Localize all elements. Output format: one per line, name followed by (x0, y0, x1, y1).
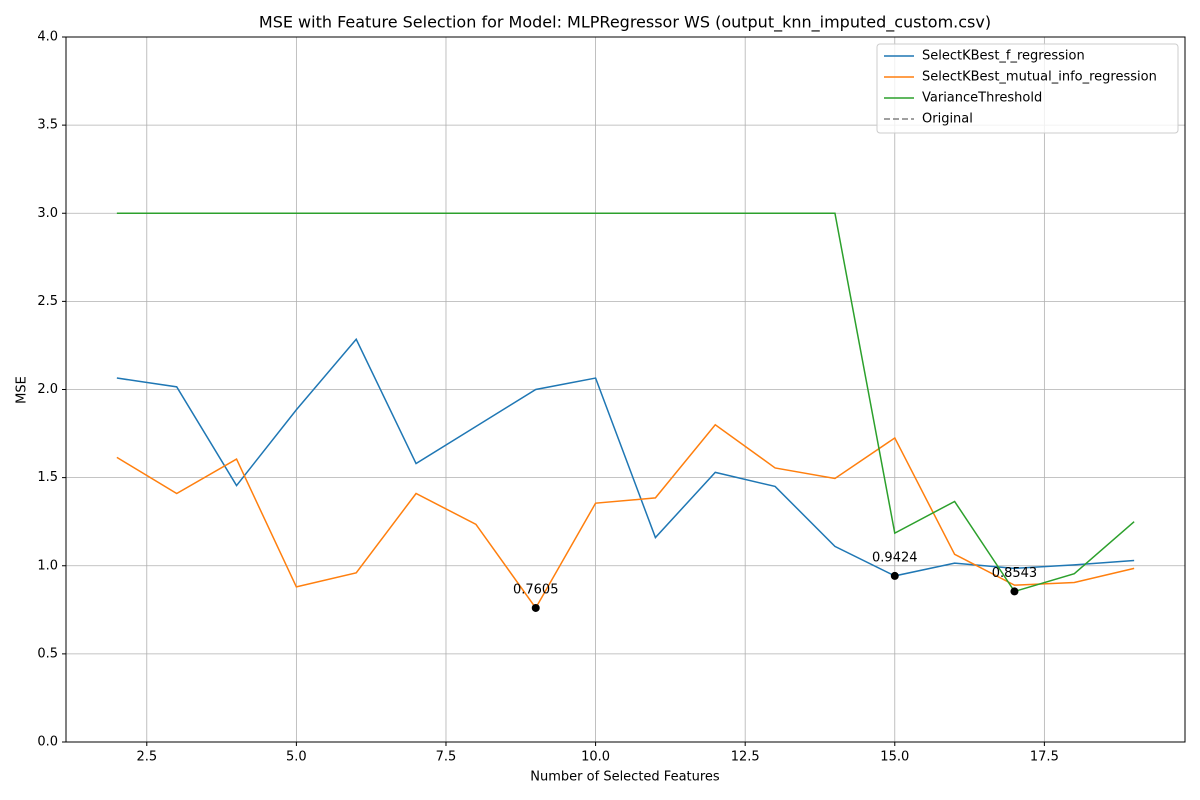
y-tick-label: 1.5 (37, 470, 58, 485)
legend-label: SelectKBest_f_regression (922, 49, 1085, 64)
annotation-label: 0.9424 (872, 550, 918, 565)
legend-label: SelectKBest_mutual_info_regression (922, 70, 1157, 85)
x-tick-label: 7.5 (436, 750, 457, 765)
x-tick-label: 17.5 (1030, 750, 1059, 765)
legend-label: Original (922, 112, 973, 127)
y-tick-label: 0.0 (37, 735, 58, 750)
min-point (531, 603, 540, 612)
annotation-label: 0.8543 (992, 566, 1038, 581)
y-tick-label: 3.0 (37, 206, 58, 221)
legend-box (876, 43, 1179, 134)
y-tick-label: 2.0 (37, 382, 58, 397)
y-axis-label: MSE (15, 376, 30, 404)
annotation-label: 0.7605 (513, 582, 559, 597)
plot-frame (65, 36, 1186, 743)
legend-label: VarianceThreshold (922, 91, 1042, 106)
x-tick-label: 5.0 (286, 750, 307, 765)
y-tick-label: 1.0 (37, 558, 58, 573)
series-line (116, 337, 1135, 577)
y-tick-label: 3.5 (37, 118, 58, 133)
y-tick-label: 2.5 (37, 294, 58, 309)
min-point (890, 571, 899, 580)
x-axis-label: Number of Selected Features (530, 770, 720, 785)
y-tick-label: 0.5 (37, 646, 58, 661)
x-tick-label: 12.5 (731, 750, 760, 765)
x-tick-label: 10.0 (581, 750, 610, 765)
series-line (116, 212, 1135, 593)
series-line (116, 423, 1135, 610)
y-tick-label: 4.0 (37, 30, 58, 45)
x-tick-label: 15.0 (880, 750, 909, 765)
min-point (1010, 587, 1019, 596)
x-tick-label: 2.5 (136, 750, 157, 765)
chart-title: MSE with Feature Selection for Model: ML… (259, 13, 991, 33)
